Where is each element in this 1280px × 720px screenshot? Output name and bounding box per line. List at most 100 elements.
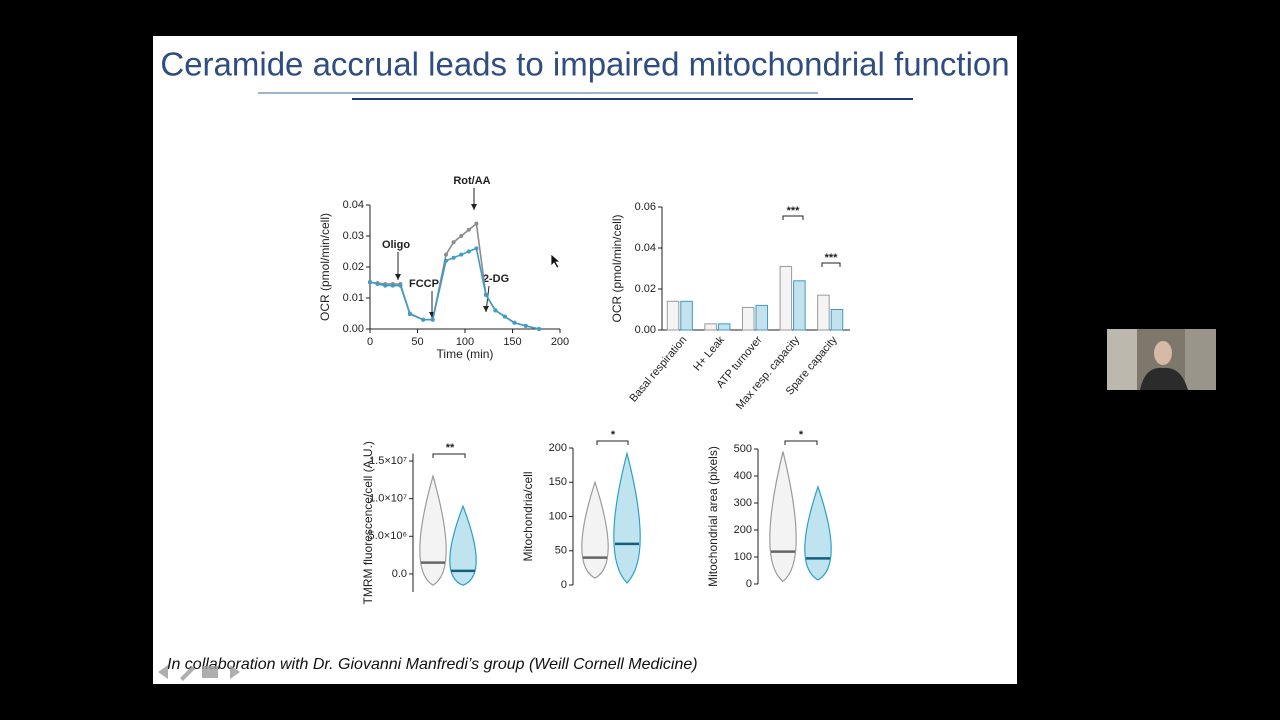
- line-point: [451, 255, 456, 260]
- y-axis-label: Mitochondria/cell: [521, 471, 535, 561]
- violin: [419, 473, 447, 586]
- mouse-cursor: [550, 253, 562, 269]
- significance-bracket: [782, 215, 804, 220]
- x-tick-label: 0: [367, 336, 373, 348]
- violin: [613, 451, 641, 584]
- line-point: [483, 292, 488, 297]
- pen-button[interactable]: [180, 666, 195, 681]
- footer: In collaboration with Dr. Giovanni Manfr…: [167, 656, 698, 673]
- slide: [153, 36, 1017, 684]
- next-button[interactable]: [230, 665, 240, 679]
- annotation: *: [611, 429, 616, 441]
- arrow-head: [483, 306, 489, 312]
- y-tick-label: 0.04: [635, 242, 656, 254]
- line-point: [466, 249, 471, 254]
- menu-button[interactable]: [202, 666, 218, 678]
- y-tick-label: 500: [734, 443, 752, 455]
- line-point: [502, 314, 507, 319]
- y-axis-label: TMRM fluorescence/cell (A.U.): [361, 441, 375, 604]
- line-point: [523, 323, 528, 328]
- line-point: [368, 279, 372, 284]
- line-point: [459, 234, 464, 238]
- y-tick-label: 1.5×10⁷: [369, 455, 407, 467]
- y-tick-label: 0.06: [635, 201, 656, 213]
- line-point: [493, 308, 498, 313]
- y-tick-label: 1.0×10⁷: [369, 493, 407, 505]
- line-point: [407, 312, 412, 317]
- y-tick-label: 400: [734, 470, 752, 482]
- bar: [717, 323, 731, 331]
- y-tick-label: 0.00: [343, 323, 364, 335]
- x-axis-label: Time (min): [437, 347, 494, 361]
- y-tick-label: 0: [561, 579, 567, 591]
- annotation: FCCP: [409, 278, 439, 290]
- y-tick-label: 100: [549, 510, 567, 522]
- line-point: [466, 227, 471, 232]
- bar: [779, 265, 793, 331]
- annotation: Rot/AA: [453, 175, 490, 187]
- line-point: [474, 221, 479, 226]
- y-tick-label: 5.0×10⁶: [369, 530, 407, 542]
- line-point: [398, 283, 403, 288]
- significance-bracket: [821, 262, 841, 267]
- webcam-thumbnail[interactable]: [1107, 329, 1216, 390]
- significance-bracket: [432, 453, 466, 458]
- y-tick-label: 0: [746, 578, 752, 590]
- slide-controls[interactable]: [158, 665, 240, 681]
- arrow-head: [395, 274, 401, 280]
- y-tick-label: 0.04: [343, 199, 364, 211]
- bar: [680, 300, 693, 331]
- y-tick-label: 200: [734, 524, 752, 536]
- x-tick-label: 150: [503, 336, 521, 348]
- prev-button[interactable]: [158, 665, 168, 679]
- line-point: [459, 252, 464, 257]
- y-tick-label: 0.02: [635, 283, 656, 295]
- y-tick-label: 0.01: [343, 292, 364, 304]
- line-point: [383, 283, 388, 288]
- annotation: Oligo: [382, 239, 410, 251]
- line-point: [444, 258, 448, 263]
- violin: [581, 480, 609, 579]
- y-axis-label: OCR (pmol/min/cell): [610, 214, 624, 322]
- line-point: [474, 246, 479, 251]
- webcam-body: [1140, 367, 1188, 390]
- bar: [666, 300, 680, 331]
- line-point: [421, 317, 426, 322]
- x-tick-label: 100: [456, 336, 474, 348]
- webcam-face: [1154, 341, 1172, 365]
- y-tick-label: 0.00: [635, 324, 656, 336]
- significance-bracket: [596, 440, 629, 445]
- x-tick-label: 50: [411, 336, 423, 348]
- bar: [793, 280, 806, 331]
- webcam-bg: [1185, 329, 1216, 390]
- violin: [769, 451, 797, 583]
- bar: [817, 294, 830, 331]
- line-point: [430, 317, 435, 322]
- y-axis-label: OCR (pmol/min/cell): [318, 213, 332, 321]
- violin: [449, 504, 477, 586]
- annotation: ***: [787, 205, 801, 217]
- y-tick-label: 200: [549, 442, 567, 454]
- y-tick-label: 50: [555, 545, 567, 557]
- y-tick-label: 300: [734, 497, 752, 509]
- arrow-head: [471, 204, 477, 210]
- y-axis-label: Mitochondrial area (pixels): [706, 446, 720, 587]
- significance-bracket: [784, 440, 818, 445]
- y-tick-label: 0.0: [392, 568, 407, 580]
- annotation: **: [446, 442, 455, 454]
- y-tick-label: 150: [549, 476, 567, 488]
- x-tick-label: 200: [551, 336, 569, 348]
- webcam-bg: [1107, 329, 1137, 390]
- line-point: [537, 327, 542, 331]
- line-point: [451, 240, 456, 245]
- line-point: [444, 252, 448, 257]
- y-tick-label: 0.03: [343, 230, 364, 242]
- y-tick-label: 100: [734, 551, 752, 563]
- bar: [830, 309, 844, 331]
- annotation: *: [799, 429, 804, 441]
- bar: [741, 306, 755, 331]
- annotation: ***: [825, 252, 839, 264]
- y-tick-label: 0.02: [343, 261, 364, 273]
- line-point: [390, 283, 395, 288]
